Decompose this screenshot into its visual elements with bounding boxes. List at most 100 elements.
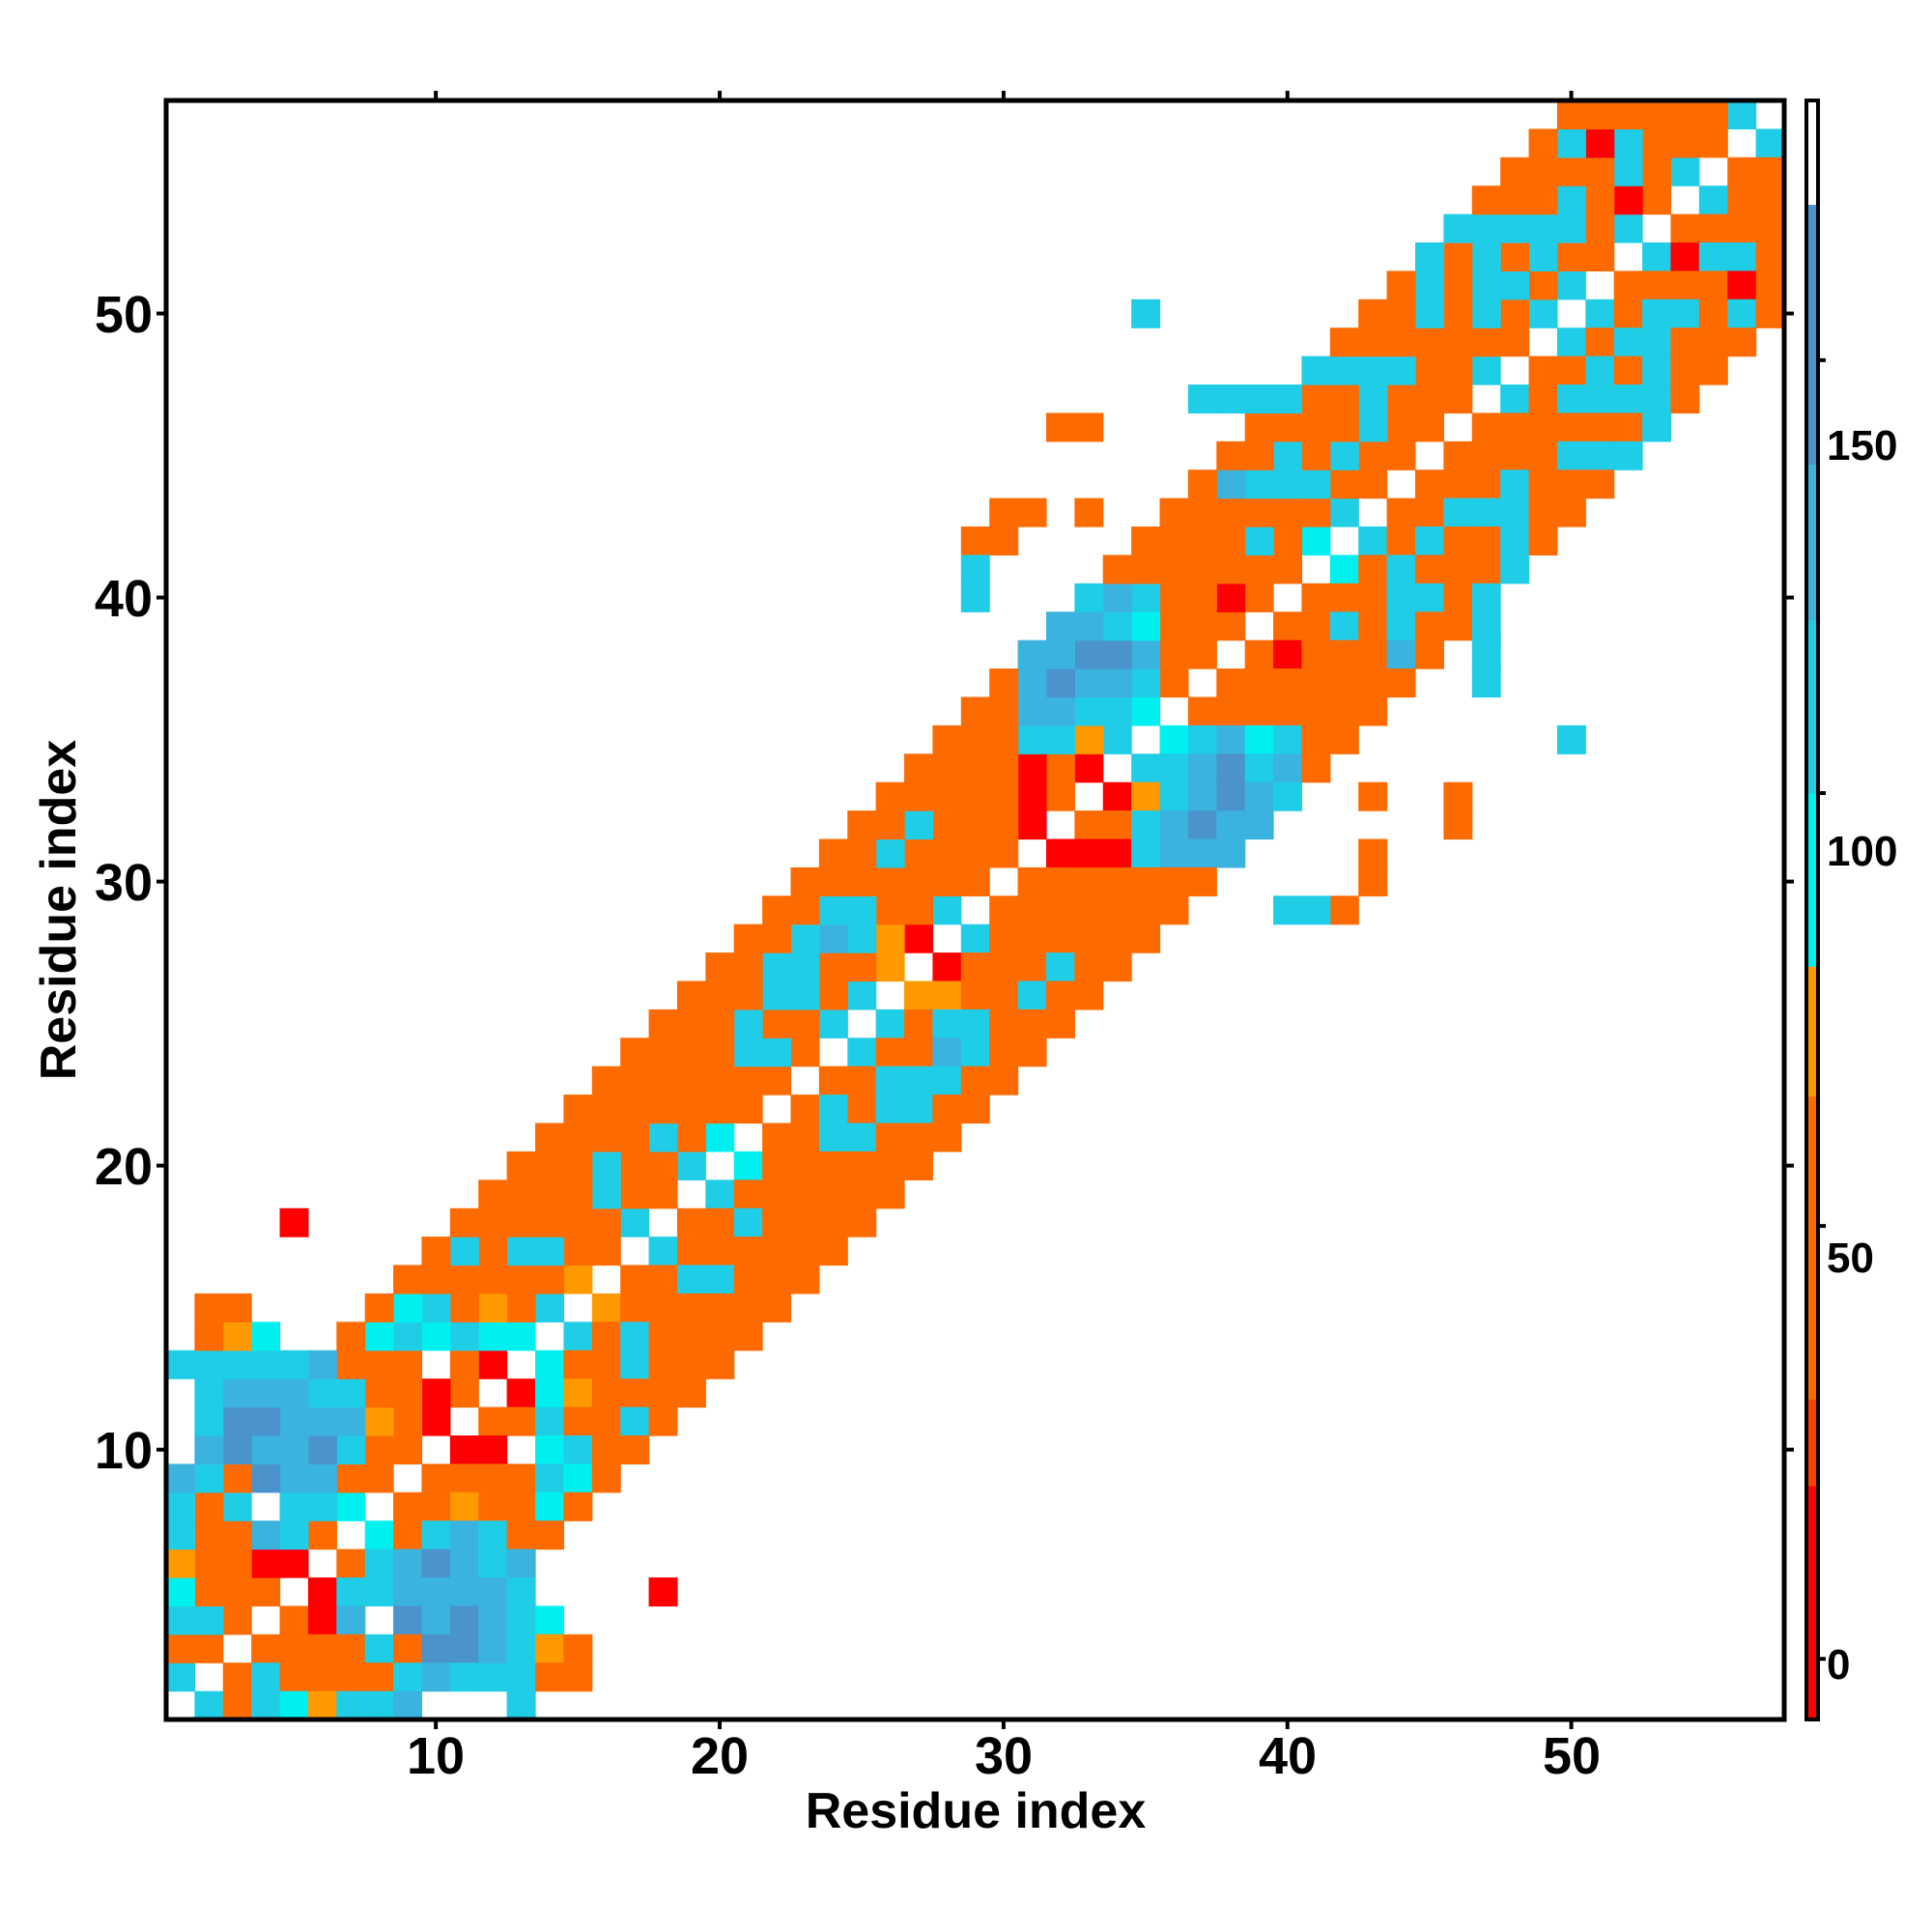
heatmap-cell <box>790 867 820 896</box>
heatmap-cell <box>960 554 990 584</box>
heatmap-cell <box>733 1151 763 1180</box>
heatmap-cell <box>1528 185 1558 215</box>
heatmap-cell <box>1017 810 1047 840</box>
colorbar-tick-label-150: 150 <box>1827 422 1897 469</box>
y-tick-label-50: 50 <box>95 286 153 344</box>
heatmap-cell <box>1613 412 1643 442</box>
heatmap-cells <box>166 100 1785 1720</box>
heatmap-cell <box>648 1406 678 1436</box>
heatmap-cell <box>1528 526 1558 556</box>
heatmap-cell <box>449 1350 479 1379</box>
heatmap-cell <box>1698 156 1728 186</box>
heatmap-cell <box>1500 526 1530 556</box>
heatmap-cell <box>1301 412 1331 442</box>
heatmap-cell <box>733 1264 763 1294</box>
heatmap-cell <box>1500 554 1530 584</box>
heatmap-cell <box>620 1179 650 1209</box>
heatmap-cell <box>1613 440 1643 470</box>
heatmap-cell <box>1045 810 1075 840</box>
heatmap-cell <box>989 526 1019 556</box>
heatmap-cell <box>1613 384 1643 414</box>
heatmap-cell <box>1358 639 1388 669</box>
heatmap-cell <box>1358 526 1388 556</box>
heatmap-cell <box>336 1463 366 1493</box>
heatmap-cell <box>1414 497 1444 527</box>
heatmap-cell <box>1074 412 1104 442</box>
heatmap-cell <box>1301 384 1331 414</box>
heatmap-cell <box>1329 724 1359 754</box>
heatmap-cell <box>989 696 1019 726</box>
heatmap-cell <box>932 753 962 783</box>
heatmap-cell <box>1074 867 1104 896</box>
heatmap-cell <box>1471 384 1501 414</box>
heatmap-cell <box>620 1236 650 1266</box>
heatmap-cell <box>1017 781 1047 811</box>
heatmap-cell <box>989 952 1019 982</box>
heatmap-cell <box>307 1605 337 1635</box>
heatmap-cell <box>1670 213 1700 243</box>
heatmap-cell <box>1414 270 1444 300</box>
heatmap-cell <box>847 838 877 868</box>
heatmap-cell <box>336 1350 366 1379</box>
heatmap-cell <box>1273 412 1303 442</box>
heatmap-cell <box>648 1321 678 1351</box>
heatmap-cell <box>563 1634 593 1663</box>
heatmap-cell <box>506 1378 536 1408</box>
heatmap-cell <box>1698 100 1728 130</box>
y-tick-label-20: 20 <box>95 1138 153 1196</box>
heatmap-cell <box>790 1264 820 1294</box>
heatmap-cell <box>591 1350 621 1379</box>
heatmap-cell <box>818 952 848 982</box>
heatmap-cell <box>1642 242 1672 272</box>
heatmap-cell <box>336 1605 366 1635</box>
heatmap-cell <box>166 1690 195 1720</box>
heatmap-cell <box>1528 384 1558 414</box>
heatmap-cell <box>393 1548 423 1578</box>
heatmap-cell <box>818 1065 848 1095</box>
heatmap-cell <box>705 1037 735 1067</box>
heatmap-cell <box>1358 412 1388 442</box>
heatmap-cell <box>1301 355 1331 385</box>
heatmap-cell <box>1045 923 1075 953</box>
heatmap-cell <box>251 1406 281 1436</box>
y-axis-title: Residue index <box>31 740 87 1081</box>
heatmap-cell <box>733 923 763 953</box>
heatmap-cell <box>818 895 848 925</box>
heatmap-cell <box>648 1151 678 1180</box>
heatmap-cell <box>535 1463 565 1493</box>
heatmap-cell <box>279 1605 309 1635</box>
heatmap-cell <box>1443 327 1473 357</box>
heatmap-cell <box>1471 497 1501 527</box>
heatmap-cell <box>620 1435 650 1464</box>
heatmap-cell <box>1273 724 1303 754</box>
heatmap-cell <box>393 1463 423 1493</box>
heatmap-cell <box>1642 270 1672 300</box>
heatmap-cell <box>336 1577 366 1606</box>
heatmap-cell <box>620 1293 650 1322</box>
heatmap-cell <box>620 1094 650 1124</box>
heatmap-cell <box>847 1065 877 1095</box>
heatmap-cell <box>535 1321 565 1351</box>
heatmap-cell <box>1074 497 1104 527</box>
heatmap-cell <box>1329 611 1359 641</box>
heatmap-cell <box>1131 582 1161 612</box>
heatmap-cell <box>307 1634 337 1663</box>
heatmap-cell <box>563 1378 593 1408</box>
heatmap-cell <box>1045 611 1075 641</box>
heatmap-cell <box>648 1577 678 1606</box>
heatmap-cell <box>1301 554 1331 584</box>
heatmap-cell <box>1386 611 1416 641</box>
heatmap-cell <box>1443 440 1473 470</box>
heatmap-cell <box>279 1548 309 1578</box>
heatmap-cell <box>1301 895 1331 925</box>
heatmap-cell <box>1187 867 1217 896</box>
heatmap-cell <box>251 1520 281 1550</box>
heatmap-cell <box>166 1520 195 1550</box>
heatmap-cell <box>904 867 934 896</box>
heatmap-cell <box>875 952 905 982</box>
heatmap-cell <box>1556 384 1586 414</box>
heatmap-cell <box>591 1151 621 1180</box>
heatmap-cell <box>1471 327 1501 357</box>
heatmap-cell <box>1273 895 1303 925</box>
heatmap-cell <box>1500 242 1530 272</box>
